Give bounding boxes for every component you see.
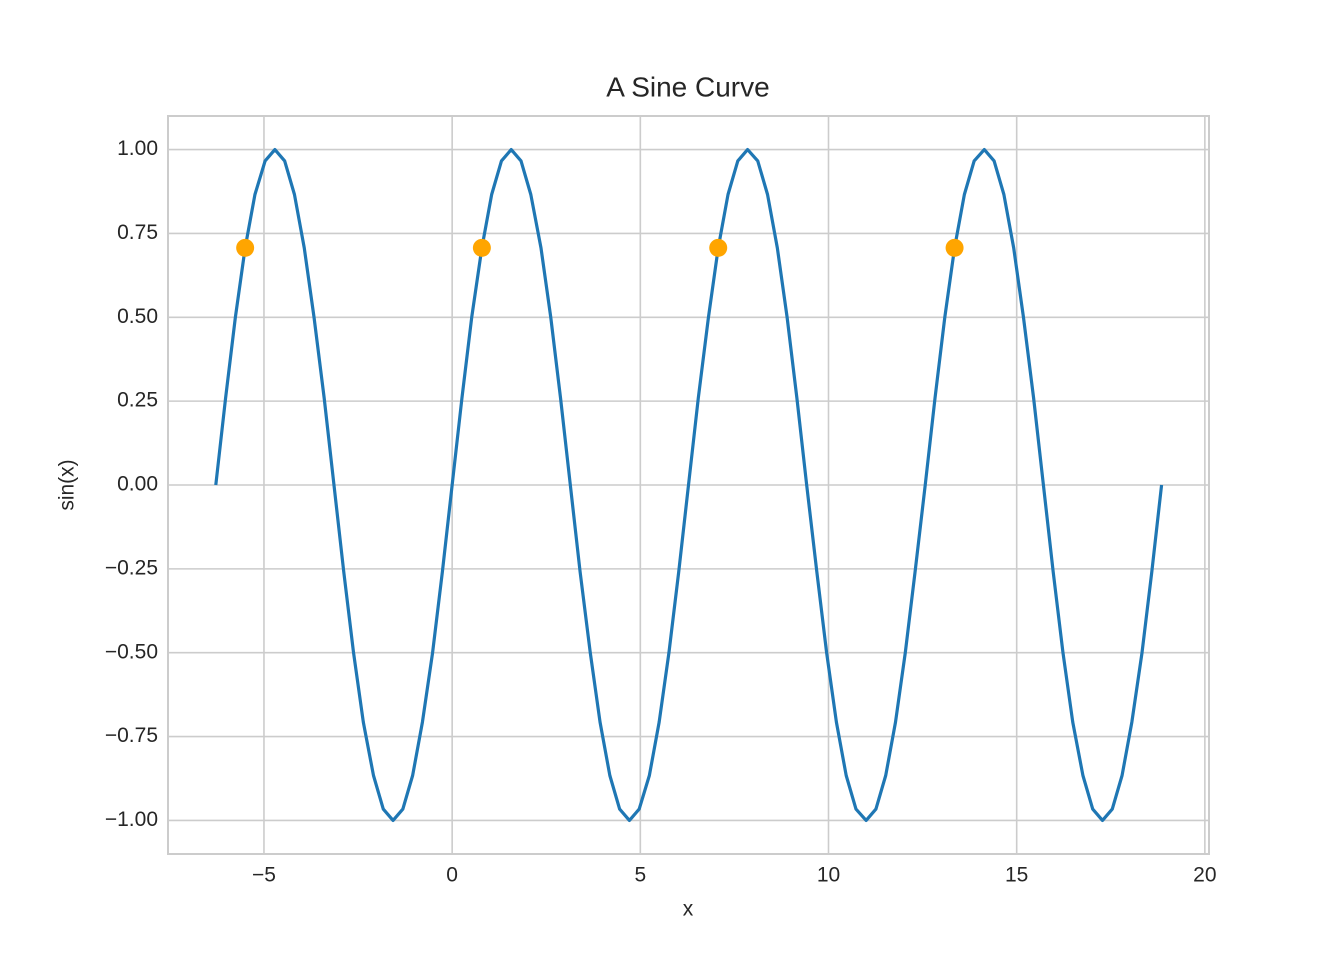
y-tick-label: −0.25 xyxy=(105,556,158,579)
x-tick-label: 10 xyxy=(817,864,840,887)
x-tick-label: 0 xyxy=(446,864,458,887)
y-tick-label: −0.50 xyxy=(105,640,158,663)
x-axis-label: x xyxy=(683,898,694,921)
marker xyxy=(945,238,964,257)
y-tick-label: 0.00 xyxy=(117,473,158,496)
marker xyxy=(709,238,728,257)
line xyxy=(214,147,1164,823)
y-axis-label: sin(x) xyxy=(56,459,79,510)
x-tick-label: 15 xyxy=(1005,864,1028,887)
y-tick-label: 0.50 xyxy=(117,305,158,328)
y-tick-label: −0.75 xyxy=(105,724,158,747)
x-tick-label: −5 xyxy=(252,864,276,887)
y-tick-label: 1.00 xyxy=(117,137,158,160)
y-tick-label: 0.25 xyxy=(117,389,158,412)
y-tick-label: 0.75 xyxy=(117,221,158,244)
marker xyxy=(472,238,491,257)
x-tick-label: 20 xyxy=(1193,864,1216,887)
y-tick-label: −1.00 xyxy=(105,808,158,831)
chart-title: A Sine Curve xyxy=(606,71,769,102)
marker xyxy=(236,238,255,257)
plot-frame xyxy=(167,115,1210,855)
x-tick-label: 5 xyxy=(634,864,646,887)
